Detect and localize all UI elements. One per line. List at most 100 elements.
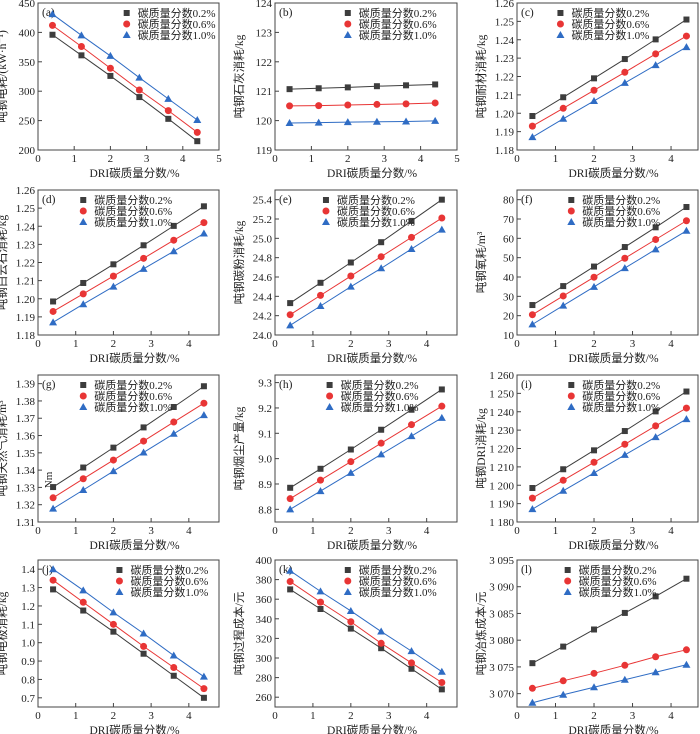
y-tick-label: 1 200 xyxy=(489,480,514,492)
y-tick-label: 400 xyxy=(19,27,36,39)
x-axis-label: DRI碳质量分数/% xyxy=(327,166,417,180)
data-point xyxy=(317,465,324,472)
y-tick-label: 1.22 xyxy=(16,258,35,270)
legend-marker xyxy=(343,31,352,38)
series-line xyxy=(52,233,205,323)
data-point xyxy=(346,606,355,614)
y-tick-label: 123 xyxy=(256,27,273,39)
data-point xyxy=(78,52,85,59)
data-point xyxy=(620,78,629,86)
x-axis-label: DRI碳质量分数/% xyxy=(568,351,658,365)
y-tick-label: 1.31 xyxy=(16,517,35,529)
panel-label: (d) xyxy=(42,194,56,206)
y-tick-label: 40 xyxy=(503,272,515,284)
y-tick-label: 1 210 xyxy=(489,462,514,474)
data-point xyxy=(199,411,208,419)
data-point xyxy=(316,487,325,495)
x-tick-label: 4 xyxy=(668,338,674,350)
y-tick-label: 1.19 xyxy=(16,312,36,324)
chart-panel-g: 0 1 2 3 4 1.31 1.32 1.33 1.34 1.35 1.36 1.37 1.38 1.3… xyxy=(0,374,220,552)
data-point xyxy=(79,475,87,483)
data-point xyxy=(652,422,660,430)
data-point xyxy=(49,31,56,38)
series-line xyxy=(532,35,687,127)
legend-marker xyxy=(123,10,130,16)
x-tick-label: 4 xyxy=(180,153,186,165)
x-tick-label: 4 xyxy=(424,710,430,722)
x-tick-label: 0 xyxy=(272,710,278,722)
data-point xyxy=(437,667,446,675)
x-tick-label: 0 xyxy=(514,338,520,350)
data-point xyxy=(80,279,87,286)
legend-entry: 碳质量分数1.0% xyxy=(579,585,657,599)
legend-marker xyxy=(557,10,564,16)
y-tick-label: 1.2 xyxy=(21,601,35,613)
x-tick-label: 1 xyxy=(553,710,559,722)
y-tick-label: 0.7 xyxy=(21,693,35,705)
data-point xyxy=(314,118,323,126)
x-axis-label: DRI碳质量分数/% xyxy=(568,166,658,180)
data-point xyxy=(347,458,355,466)
data-point xyxy=(139,264,148,272)
y-axis-label: 吨钢白云石消耗/kg xyxy=(0,215,9,310)
data-point xyxy=(559,114,568,122)
y-tick-label: 300 xyxy=(19,86,36,98)
x-tick-label: 2 xyxy=(591,153,597,165)
x-tick-label: 2 xyxy=(111,338,117,350)
legend-entry: 碳质量分数0.6% xyxy=(341,389,419,403)
data-point xyxy=(559,677,567,685)
x-tick-label: 3 xyxy=(386,710,392,722)
data-point xyxy=(136,94,143,101)
y-tick-label: 1.1 xyxy=(21,619,35,631)
data-point xyxy=(77,43,85,51)
y-tick-label: 24.8 xyxy=(253,253,273,265)
legend-entry: 碳质量分数0.6% xyxy=(359,574,437,588)
y-tick-label: 1.37 xyxy=(16,413,36,425)
series-line xyxy=(532,391,687,489)
data-point xyxy=(287,484,294,491)
data-point xyxy=(344,84,351,91)
data-point xyxy=(407,647,416,655)
data-point xyxy=(347,446,354,453)
series-line xyxy=(52,13,198,121)
data-point xyxy=(591,263,598,270)
y-tick-label: 1.36 xyxy=(16,431,36,443)
data-point xyxy=(432,81,439,88)
y-tick-label: 450 xyxy=(19,0,36,10)
y-tick-label: 9.1 xyxy=(258,428,272,440)
legend-entry: 碳质量分数0.6% xyxy=(582,204,660,218)
y-tick-label: 119 xyxy=(256,145,273,157)
data-point xyxy=(140,642,148,650)
data-point xyxy=(347,618,355,626)
data-point xyxy=(49,565,58,573)
x-tick-label: 0 xyxy=(35,153,41,165)
x-axis-label: DRI碳质量分数/% xyxy=(568,538,658,552)
y-tick-label: 3 080 xyxy=(489,635,514,647)
data-point xyxy=(620,450,629,458)
chart-panel-i: 0 1 2 3 4 1 180 1 190 1 200 1 210 1 220 1 230 1 240… xyxy=(474,370,699,552)
y-tick-label: 1 220 xyxy=(489,444,514,456)
y-axis-label: 吨钢天然气消耗/m³ xyxy=(0,400,9,497)
legend-marker xyxy=(564,577,572,585)
data-point xyxy=(621,661,629,669)
data-point xyxy=(621,56,628,63)
data-point xyxy=(560,94,567,101)
chart-panel-a: 0 1 2 3 4 5 200 250 300 350 400 450 DRI碳质量分数/% 吨钢电耗/(… xyxy=(0,0,222,180)
legend-marker xyxy=(326,382,333,388)
legend-marker xyxy=(344,20,352,28)
x-tick-label: 0 xyxy=(35,338,41,350)
plot-frame xyxy=(274,559,458,708)
data-point xyxy=(287,300,294,307)
x-tick-label: 2 xyxy=(111,525,117,537)
data-point xyxy=(139,629,148,637)
data-point xyxy=(438,402,446,410)
series-line xyxy=(289,389,443,489)
series-line xyxy=(532,220,687,316)
data-point xyxy=(109,620,117,628)
y-tick-label: 360 xyxy=(256,594,273,606)
y-tick-label: 3 075 xyxy=(489,662,514,674)
data-point xyxy=(107,72,114,79)
y-tick-label: 121 xyxy=(256,86,273,98)
data-point xyxy=(652,224,659,231)
x-tick-label: 4 xyxy=(186,710,192,722)
